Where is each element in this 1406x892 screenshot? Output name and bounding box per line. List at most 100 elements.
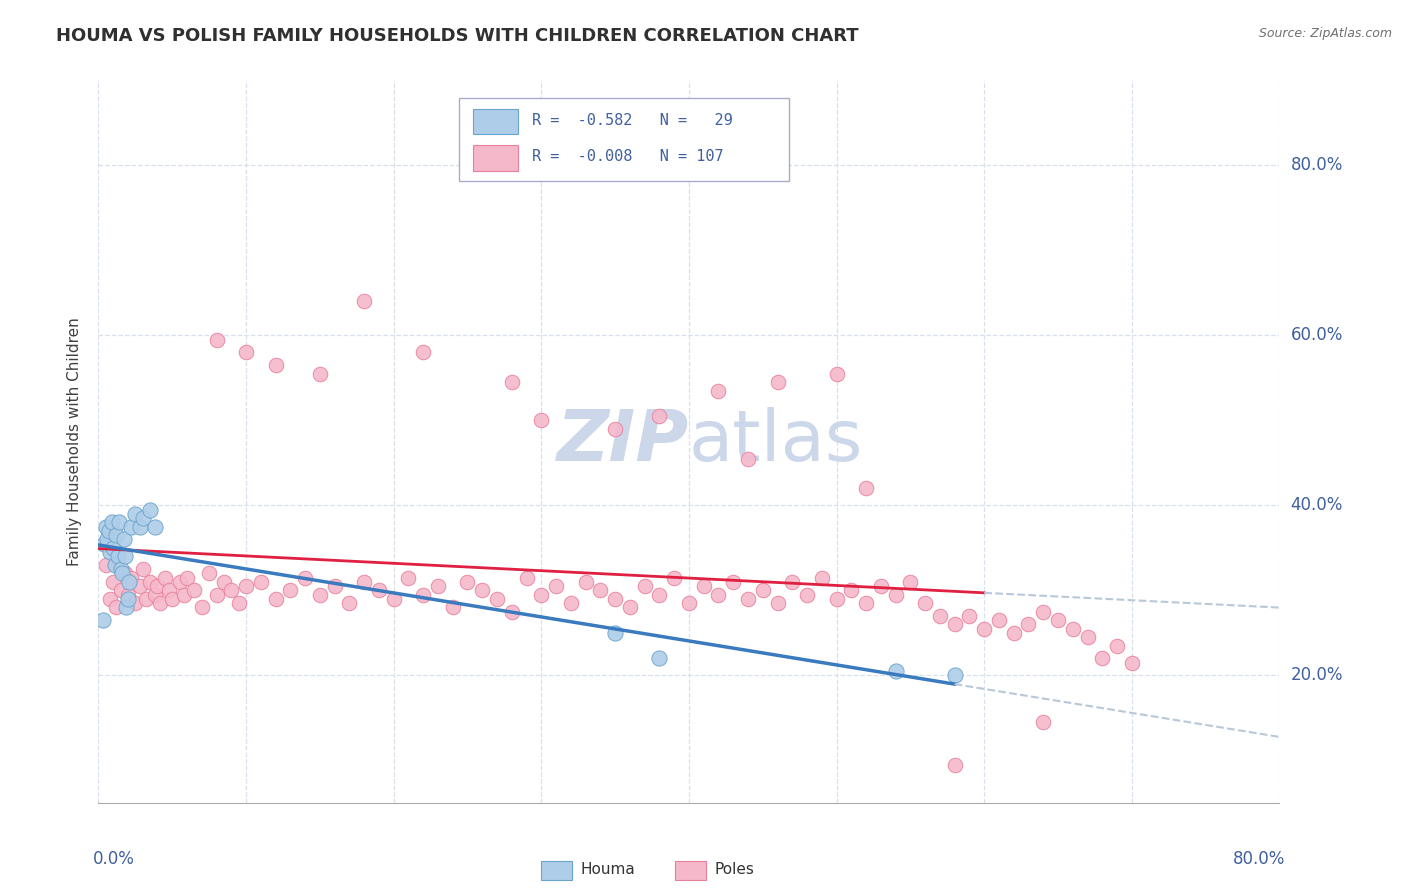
Text: 80.0%: 80.0% (1233, 850, 1285, 868)
Text: atlas: atlas (689, 407, 863, 476)
Point (884, 664, 907, 678)
Point (153, 570, 176, 584)
Point (91, 613, 114, 627)
Text: Source: ZipAtlas.com: Source: ZipAtlas.com (1258, 27, 1392, 40)
Point (103, 574, 125, 589)
Point (183, 583, 205, 598)
Point (441, 600, 464, 615)
Point (841, 583, 863, 598)
Point (212, 574, 235, 589)
Point (605, 422, 627, 436)
FancyBboxPatch shape (472, 145, 517, 170)
Text: 60.0%: 60.0% (1291, 326, 1343, 344)
Point (1107, 639, 1129, 653)
Point (114, 566, 136, 581)
Point (382, 591, 405, 606)
Point (250, 574, 273, 589)
Point (110, 562, 132, 576)
Point (114, 549, 136, 564)
Point (723, 574, 745, 589)
Point (855, 481, 877, 495)
Point (914, 596, 936, 610)
Point (752, 583, 775, 598)
Point (943, 668, 966, 682)
Point (900, 574, 922, 589)
Point (157, 583, 180, 598)
Point (648, 409, 671, 423)
FancyBboxPatch shape (458, 98, 789, 181)
Point (353, 294, 375, 309)
Text: R =  -0.008   N = 107: R = -0.008 N = 107 (531, 149, 724, 163)
Point (169, 574, 191, 589)
Point (707, 588, 730, 602)
Point (191, 600, 214, 615)
Point (457, 574, 479, 589)
Point (412, 345, 434, 359)
Point (1032, 714, 1054, 729)
Point (128, 519, 150, 533)
Point (988, 613, 1011, 627)
Point (139, 502, 162, 516)
Point (294, 570, 316, 584)
Point (678, 596, 700, 610)
Point (1091, 651, 1114, 665)
Point (943, 757, 966, 772)
Point (120, 519, 142, 533)
Point (943, 617, 966, 632)
Point (664, 570, 686, 584)
Point (884, 588, 907, 602)
Point (929, 608, 952, 623)
Point (96, 533, 118, 547)
Point (1046, 613, 1070, 627)
Point (110, 583, 132, 598)
Text: 0.0%: 0.0% (93, 850, 135, 868)
Point (546, 579, 568, 593)
Point (1121, 656, 1143, 670)
Point (111, 566, 134, 581)
Point (205, 588, 228, 602)
Point (782, 574, 804, 589)
Point (264, 591, 287, 606)
Point (94, 519, 117, 533)
Point (94, 558, 117, 572)
Point (959, 608, 981, 623)
FancyBboxPatch shape (472, 109, 517, 135)
Point (205, 333, 228, 347)
Point (264, 358, 287, 372)
Point (796, 588, 818, 602)
Point (143, 588, 166, 602)
Point (1062, 622, 1084, 636)
Point (309, 367, 332, 381)
Point (198, 566, 221, 581)
Point (486, 591, 509, 606)
Point (93, 536, 115, 550)
Text: R =  -0.582   N =   29: R = -0.582 N = 29 (531, 112, 733, 128)
Text: Houma: Houma (581, 863, 636, 877)
Point (427, 579, 450, 593)
Point (100, 516, 122, 530)
Point (118, 574, 141, 589)
Point (105, 600, 128, 615)
Point (162, 591, 183, 606)
Point (766, 375, 789, 389)
Point (605, 591, 627, 606)
Point (104, 558, 127, 572)
Text: ZIP: ZIP (557, 407, 689, 476)
Point (693, 579, 716, 593)
Point (112, 533, 135, 547)
Text: Poles: Poles (714, 863, 754, 877)
Point (173, 588, 195, 602)
Point (737, 591, 759, 606)
Point (530, 588, 553, 602)
Point (124, 507, 146, 521)
Point (1002, 625, 1025, 640)
Point (176, 570, 198, 584)
Y-axis label: Family Households with Children: Family Households with Children (67, 318, 83, 566)
Point (471, 583, 494, 598)
Text: 80.0%: 80.0% (1291, 156, 1343, 174)
Point (398, 570, 420, 584)
Point (228, 596, 250, 610)
Point (516, 570, 538, 584)
Point (107, 549, 129, 564)
Point (309, 588, 332, 602)
